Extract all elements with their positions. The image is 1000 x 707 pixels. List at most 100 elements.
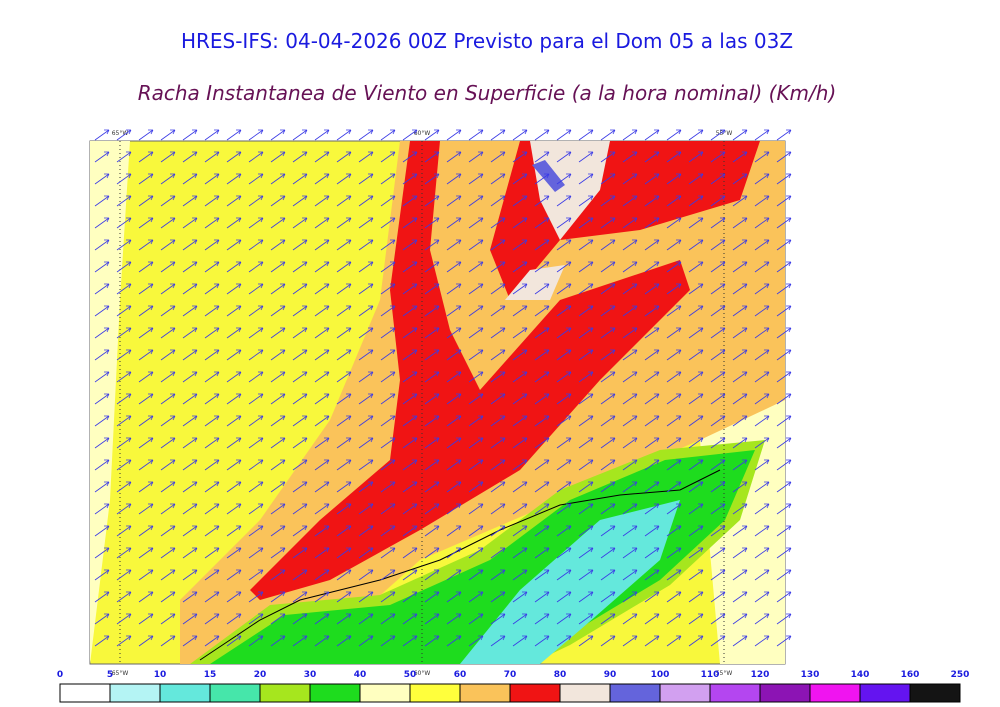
wind-arrow [534, 151, 550, 163]
wind-arrow [754, 481, 770, 493]
wind-arrow [688, 525, 704, 537]
wind-arrow [314, 635, 330, 647]
wind-arrow [204, 261, 220, 273]
wind-arrow [578, 371, 594, 383]
wind-arrow [204, 129, 220, 141]
wind-arrow [424, 261, 440, 273]
wind-arrow [94, 547, 110, 559]
wind-arrow [754, 459, 770, 471]
wind-arrow [402, 129, 418, 141]
wind-arrow [182, 239, 198, 251]
wind-arrow [534, 129, 550, 141]
wind-arrow [666, 393, 682, 405]
wind-arrow [512, 437, 528, 449]
wind-arrow [732, 195, 748, 207]
wind-arrow [556, 371, 572, 383]
wind-arrow [226, 481, 242, 493]
colorbar-swatch [559, 683, 611, 703]
wind-arrow [534, 393, 550, 405]
wind-arrow [600, 239, 616, 251]
wind-arrow [336, 261, 352, 273]
wind-arrow [116, 503, 132, 515]
wind-arrow [160, 591, 176, 603]
wind-arrow [314, 459, 330, 471]
wind-arrow [490, 591, 506, 603]
wind-arrow [556, 195, 572, 207]
colorbar-tick: 110 [701, 670, 720, 680]
wind-arrow [490, 437, 506, 449]
wind-arrow [776, 261, 792, 273]
wind-arrow [336, 393, 352, 405]
wind-arrow [292, 217, 308, 229]
wind-arrow [490, 393, 506, 405]
wind-arrow [468, 415, 484, 427]
wind-arrow [556, 569, 572, 581]
wind-arrow [622, 591, 638, 603]
wind-arrow [336, 481, 352, 493]
wind-arrow [160, 349, 176, 361]
wind-arrow [776, 613, 792, 625]
wind-arrow [710, 415, 726, 427]
wind-arrow [248, 217, 264, 229]
wind-arrow [732, 481, 748, 493]
wind-arrow [732, 173, 748, 185]
wind-arrow [160, 173, 176, 185]
wind-arrow [292, 525, 308, 537]
wind-arrow [336, 283, 352, 295]
colorbar-swatch [209, 683, 261, 703]
wind-arrow [622, 503, 638, 515]
wind-arrow [358, 261, 374, 273]
wind-arrow [732, 613, 748, 625]
wind-arrow [248, 393, 264, 405]
wind-arrow [732, 261, 748, 273]
wind-arrow [534, 283, 550, 295]
wind-arrow [248, 569, 264, 581]
wind-arrow [314, 151, 330, 163]
colorbar-swatch [59, 683, 111, 703]
wind-arrow [336, 437, 352, 449]
wind-arrow [468, 547, 484, 559]
wind-arrow [600, 393, 616, 405]
colorbar-tick: 20 [254, 670, 267, 680]
wind-arrow [578, 503, 594, 515]
wind-arrow [468, 437, 484, 449]
wind-arrow [732, 503, 748, 515]
wind-arrow [512, 239, 528, 251]
wind-arrow [160, 151, 176, 163]
wind-arrow [402, 503, 418, 515]
wind-arrow [292, 613, 308, 625]
wind-arrow [512, 525, 528, 537]
wind-arrow [446, 129, 462, 141]
wind-arrow [534, 415, 550, 427]
wind-arrow [270, 459, 286, 471]
field-pink [530, 141, 610, 240]
wind-arrow [358, 547, 374, 559]
wind-arrow [226, 239, 242, 251]
wind-arrow [710, 371, 726, 383]
wind-arrow [490, 283, 506, 295]
wind-arrow [314, 305, 330, 317]
wind-arrow [622, 327, 638, 339]
wind-arrow [424, 525, 440, 537]
wind-arrow [666, 481, 682, 493]
colorbar-tick: 130 [801, 670, 820, 680]
wind-arrow [688, 129, 704, 141]
wind-arrow [622, 525, 638, 537]
wind-arrow [336, 217, 352, 229]
wind-arrow [512, 151, 528, 163]
wind-arrow [600, 613, 616, 625]
wind-arrow [776, 591, 792, 603]
wind-arrow [314, 415, 330, 427]
wind-arrow [270, 393, 286, 405]
wind-arrow [446, 437, 462, 449]
wind-arrow [358, 459, 374, 471]
wind-arrow [270, 503, 286, 515]
wind-arrow [666, 151, 682, 163]
colorbar-swatch [909, 683, 961, 703]
wind-arrow [644, 217, 660, 229]
wind-arrow [776, 481, 792, 493]
wind-arrow [644, 437, 660, 449]
wind-arrow [94, 217, 110, 229]
wind-arrow [644, 371, 660, 383]
wind-arrow [710, 327, 726, 339]
